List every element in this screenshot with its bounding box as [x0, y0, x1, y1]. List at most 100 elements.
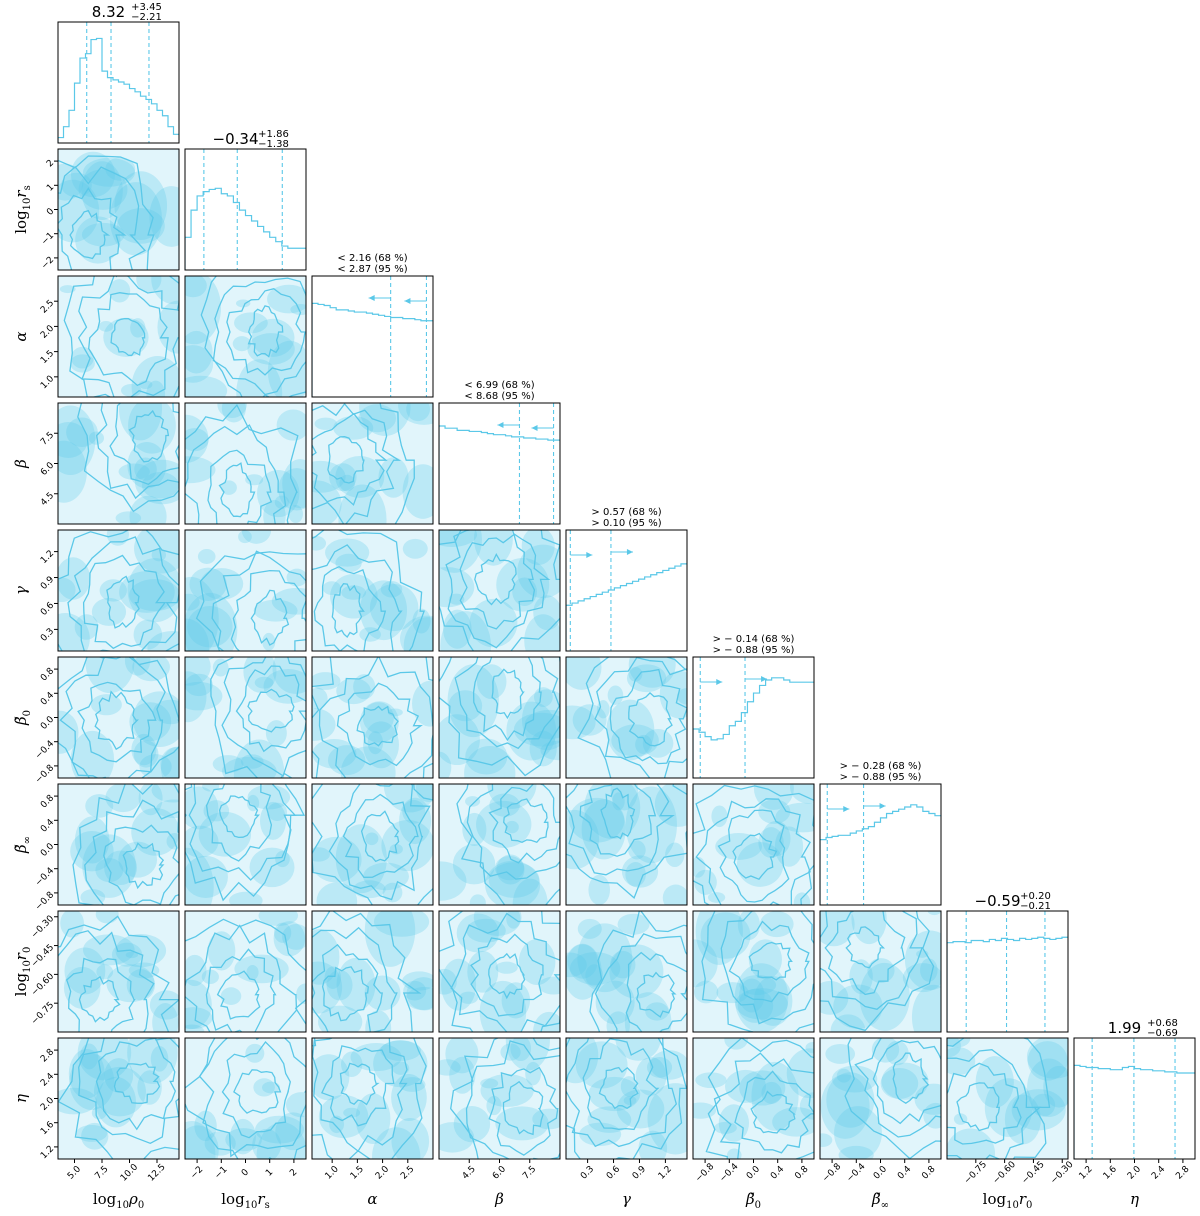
contour-4-0-0 [106, 575, 140, 629]
density-blob-5-4-9 [642, 728, 674, 758]
panel-6-2 [311, 783, 434, 906]
density-blob-4-2-13 [330, 573, 378, 619]
density-blob-6-5-7 [753, 784, 794, 810]
limit-arrowhead-4-1 [586, 552, 593, 558]
xtick-label-2-1: 1.5 [349, 1164, 366, 1181]
density-blob-4-3-3 [533, 595, 560, 631]
contour-4-1-3 [195, 551, 306, 651]
contour-7-2-2 [312, 926, 398, 1032]
y-axis-label-2: α [12, 331, 30, 341]
density-blob-3-0-10 [66, 417, 98, 448]
hist-panel-1: −0.34 +1.86−1.38 [184, 129, 307, 271]
density-blob-8-1-9 [229, 1118, 256, 1155]
contour-3-2-1 [312, 412, 388, 506]
contour-7-3-2 [450, 912, 560, 1032]
density-blob-8-0-5 [95, 1076, 137, 1128]
panel-bg-6-0 [58, 784, 179, 905]
density-blob-5-4-10 [626, 664, 667, 693]
contour-7-0-2 [58, 930, 155, 1032]
density-blob-1-0-6 [109, 182, 162, 256]
xtick-label-2-2: 2.0 [374, 1164, 391, 1181]
density-blob-6-2-0 [399, 797, 432, 845]
density-blob-2-1-6 [235, 299, 251, 308]
density-blob-6-4-9 [581, 799, 626, 860]
density-blob-5-1-8 [185, 657, 211, 686]
contour-3-1-3 [185, 403, 299, 524]
density-blob-1-0-4 [114, 171, 168, 240]
density-blob-7-2-12 [365, 1010, 392, 1032]
frame-5-1 [184, 656, 307, 779]
contour-4-2-1 [313, 565, 387, 651]
ytick-label-5-2: 0.0 [39, 714, 56, 731]
density-blob-2-1-4 [290, 304, 306, 316]
panel-6-0: −0.8−0.4 0.0 0.4 0.8 β̃∞ [12, 783, 180, 913]
density-blob-7-0-10 [60, 911, 84, 938]
ytick-label-2-2: 2.0 [39, 323, 56, 340]
density-blob-7-1-7 [246, 965, 259, 980]
contour-8-1-3 [185, 1038, 306, 1159]
contour-8-7-3 [947, 1038, 1051, 1159]
contour-4-0-2 [67, 536, 179, 651]
limit-arrowhead-6-0 [879, 803, 886, 809]
contour-2-0-2 [77, 276, 179, 397]
limit-arrowhead-2-1 [404, 298, 411, 304]
ytick-label-5-3: 0.4 [39, 690, 56, 707]
panel-7-0: −0.75−0.60−0.45−0.30 log10r0 [12, 910, 180, 1033]
density-blob-5-3-0 [476, 664, 507, 700]
density-blob-5-2-6 [363, 721, 399, 769]
density-blob-2-0-13 [108, 279, 131, 303]
density-blob-3-0-9 [129, 495, 167, 524]
density-blob-8-2-13 [372, 1127, 421, 1159]
density-blob-6-2-12 [415, 784, 433, 803]
density-blob-8-4-4 [647, 1083, 687, 1155]
xtick-label-8-2: 2.0 [1126, 1164, 1143, 1181]
density-blob-1-0-11 [82, 157, 135, 187]
density-blob-7-1-1 [258, 911, 299, 926]
panel-5-0: −0.8−0.4 0.0 0.4 0.8 β̃0 [12, 656, 180, 786]
density-blob-8-4-12 [575, 1041, 628, 1089]
y-axis-label-5: β̃0 [12, 710, 33, 726]
panel-2-1 [184, 275, 307, 398]
density-blob-5-3-13 [529, 730, 557, 767]
density-blob-2-0-5 [151, 276, 179, 305]
hist-panel-2: < 2.16 (68 %)< 2.87 (95 %) [311, 253, 434, 398]
density-blob-3-0-0 [58, 405, 96, 475]
ytick-label-7-2: −0.45 [30, 943, 57, 970]
frame-5-5 [692, 656, 815, 779]
ytick-label-8-1: 1.6 [39, 1120, 56, 1137]
density-blob-4-2-0 [335, 553, 362, 573]
density-blob-8-1-5 [185, 1125, 219, 1159]
contour-8-5-2 [713, 1052, 814, 1159]
title-plus-7: +0.20 [1020, 891, 1051, 902]
density-blob-4-2-11 [322, 581, 341, 595]
density-blob-5-1-5 [222, 756, 277, 778]
xtick-label-7-3: −0.30 [1049, 1160, 1076, 1187]
density-blob-8-4-8 [615, 1038, 661, 1061]
density-blob-8-6-8 [881, 1062, 929, 1100]
contour-7-1-0 [216, 970, 261, 1020]
x-axis-label-8: η [1130, 1190, 1139, 1208]
x-axis-label-6: β̃∞ [871, 1190, 889, 1211]
density-blob-8-6-5 [820, 1074, 870, 1139]
contour-6-0-0 [122, 842, 165, 890]
contour-6-2-2 [328, 784, 431, 901]
contour-1-0-1 [58, 187, 127, 270]
density-blob-6-5-0 [774, 826, 804, 867]
density-blob-6-3-4 [512, 878, 548, 905]
y-axis-label-8: η [12, 1094, 30, 1103]
ytick-label-2-3: 2.5 [39, 298, 56, 315]
contour-8-3-0 [502, 1080, 544, 1136]
density-blob-8-4-6 [588, 1076, 641, 1112]
density-blob-3-0-11 [58, 440, 87, 503]
density-blob-6-3-1 [485, 860, 541, 905]
title-line2-6: > − 0.88 (95 %) [840, 772, 922, 783]
contour-7-2-0 [321, 966, 369, 1022]
density-blob-7-4-8 [624, 992, 672, 1032]
density-blob-7-3-7 [495, 961, 518, 974]
density-blob-8-3-4 [439, 1122, 475, 1153]
contour-1-0-0 [69, 209, 111, 260]
ytick-label-4-1: 0.6 [39, 600, 56, 617]
panel-3-1 [184, 402, 307, 525]
density-blob-8-5-9 [718, 1104, 749, 1142]
density-blob-5-0-6 [160, 747, 179, 778]
